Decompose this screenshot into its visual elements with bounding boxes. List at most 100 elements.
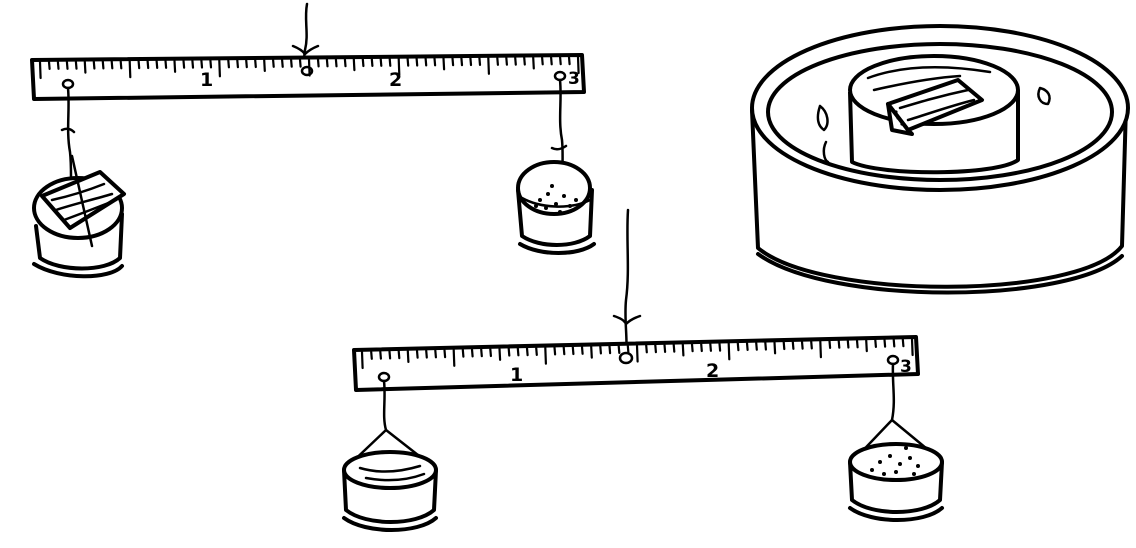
top-left-cup-with-wood: [32, 154, 126, 279]
top-ruler: [30, 53, 586, 101]
top-ruler-tick: [549, 56, 553, 66]
bottom-ruler-tick: [397, 350, 401, 360]
top-ruler-tick: [558, 56, 562, 66]
top-ruler-tick: [424, 57, 428, 67]
top-ruler-tick: [254, 58, 257, 69]
bottom-ruler-tick: [599, 345, 603, 355]
bottom-ruler-tick: [635, 344, 639, 363]
bottom-ruler-tick: [507, 347, 511, 357]
top-ruler-tick: [191, 59, 195, 69]
top-ruler-tick: [47, 60, 51, 71]
bottom-ruler-tick: [837, 339, 841, 349]
top-ruler-tick: [469, 56, 473, 67]
bottom-ruler-tick: [874, 338, 878, 348]
bottom-ruler-tick: [544, 346, 548, 365]
top-ruler-label-2: 2: [389, 69, 402, 91]
top-ruler-tick: [316, 58, 320, 68]
top-ruler-tick: [182, 59, 186, 69]
top-ruler-tick: [451, 57, 455, 67]
bottom-ruler-tick: [663, 343, 667, 353]
bottom-ruler-tick: [617, 344, 621, 354]
top-ruler-tick: [388, 57, 392, 67]
top-ruler-tick: [496, 56, 499, 66]
bottom-ruler-tick: [700, 342, 703, 353]
top-ruler-tick: [460, 56, 464, 67]
top-ruler-tick: [540, 56, 544, 66]
bottom-balance: 1 2 3: [342, 208, 944, 532]
top-ruler-tick: [298, 58, 302, 68]
bottom-ruler-tick: [590, 345, 593, 359]
bottom-ruler-tick: [480, 348, 483, 358]
bottom-ruler-ticks: [360, 337, 914, 370]
water-tank-with-wood-block: [750, 24, 1130, 295]
bottom-ruler-tick: [553, 346, 557, 356]
bottom-ruler-tick: [791, 340, 795, 350]
top-ruler-tick: [56, 60, 60, 70]
bottom-ruler-tick: [901, 338, 905, 348]
top-ruler-tick: [290, 58, 293, 68]
top-ruler-tick: [155, 59, 159, 70]
bottom-ruler-tick: [745, 341, 749, 351]
bottom-ruler-tick: [883, 338, 887, 348]
top-ruler-tick: [236, 59, 239, 69]
bottom-ruler-tick: [608, 345, 612, 355]
top-ruler-tick: [92, 60, 96, 70]
bottom-ruler-tick: [654, 344, 658, 354]
bottom-ruler-tick: [498, 347, 502, 361]
bottom-ruler-tick: [865, 339, 868, 353]
bottom-right-pan: [848, 362, 944, 522]
bottom-ruler-tick: [764, 341, 768, 351]
top-ruler-tick: [83, 60, 87, 74]
top-right-cup-with-grains: [516, 160, 596, 255]
top-ruler-tick: [263, 58, 266, 73]
bottom-ruler-tick: [535, 346, 538, 356]
top-ruler-ticks: [38, 55, 580, 80]
top-ruler-tick: [406, 57, 410, 67]
top-ruler-tick: [433, 57, 437, 67]
top-ruler-tick: [200, 59, 204, 69]
top-ruler-label-1: 1: [200, 69, 213, 91]
bottom-ruler-tick: [452, 348, 456, 367]
bottom-ruler-tick: [562, 346, 566, 356]
bottom-ruler-tick: [828, 339, 832, 349]
top-ruler-tick: [397, 57, 401, 76]
top-ruler-tick: [514, 56, 517, 66]
top-ruler-tick: [576, 55, 580, 75]
bottom-ruler-tick: [910, 337, 914, 357]
top-ruler-tick: [352, 57, 356, 72]
top-ruler-tick: [567, 55, 571, 66]
top-ruler-tick: [119, 60, 123, 70]
bottom-ruler-tick: [782, 340, 786, 351]
top-ruler-tick: [343, 58, 347, 68]
bottom-ruler-label-3: 3: [900, 357, 912, 377]
top-ruler-tick: [137, 59, 141, 70]
bottom-ruler-tick: [443, 349, 447, 359]
top-ruler-tick: [173, 59, 177, 73]
top-ruler-tick: [523, 56, 526, 66]
top-ruler-tick: [164, 59, 168, 69]
bottom-ruler-tick: [846, 339, 850, 349]
top-ruler-tick: [209, 59, 213, 69]
top-ruler-tick: [74, 60, 78, 70]
top-ruler-tick: [110, 60, 114, 70]
bottom-ruler-tick: [736, 342, 740, 352]
bottom-ruler-tick: [406, 349, 410, 363]
bottom-ruler-tick: [360, 350, 364, 370]
top-ruler-tick: [487, 56, 490, 75]
bottom-ruler-tick: [434, 349, 437, 359]
bottom-ruler-tick: [379, 350, 382, 360]
bottom-ruler-tick: [461, 348, 465, 358]
top-ruler-tick: [379, 57, 383, 67]
bottom-ruler-hole-center: [618, 351, 634, 365]
bottom-ruler-tick: [727, 342, 731, 361]
bottom-ruler-tick: [800, 340, 804, 350]
bottom-ruler-tick: [489, 347, 492, 358]
bottom-ruler-tick: [755, 341, 758, 351]
bottom-ruler-tick: [709, 342, 713, 352]
bottom-ruler-tick: [571, 345, 575, 356]
top-ruler-tick: [415, 57, 419, 67]
top-ruler-tick: [128, 60, 132, 79]
top-ruler-tick: [442, 57, 446, 71]
top-ruler-tick: [101, 60, 105, 70]
